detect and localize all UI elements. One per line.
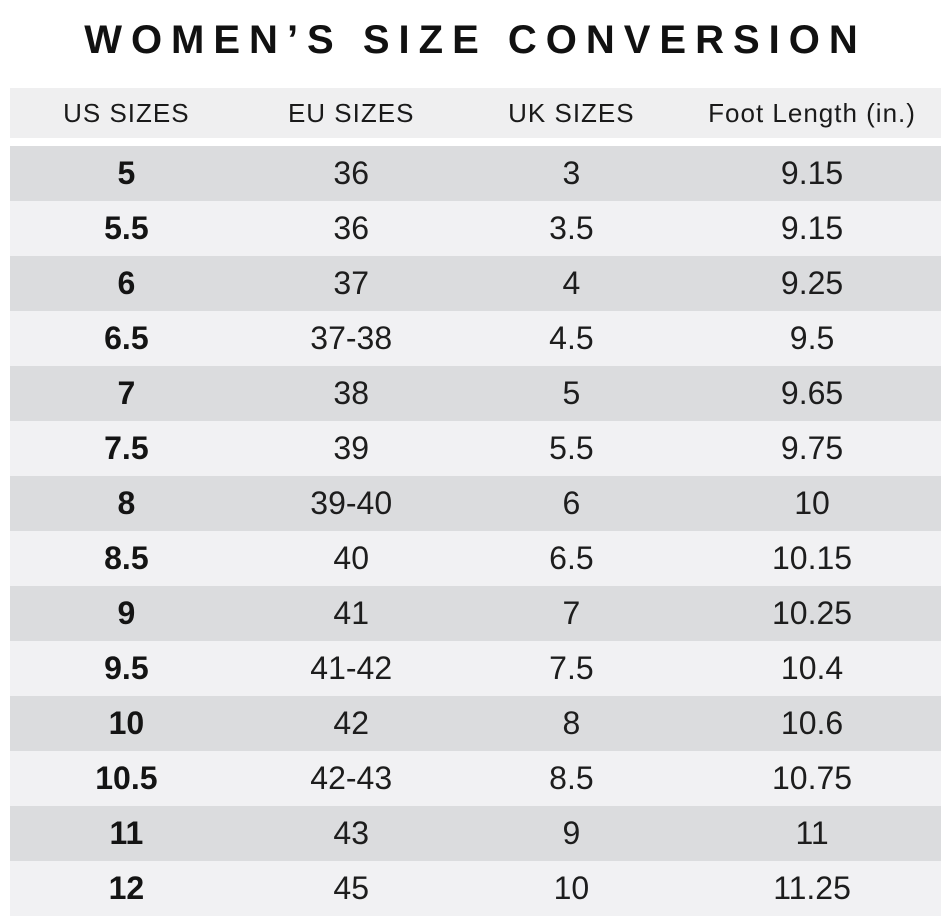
cell-foot-length: 11.25 bbox=[773, 870, 851, 906]
table-row: 9 41 7 10.25 bbox=[10, 586, 941, 641]
cell-eu-size: 42-43 bbox=[310, 760, 393, 796]
size-conversion-table: US SIZES EU SIZES UK SIZES Foot Length (… bbox=[10, 88, 941, 916]
cell-us-size: 9 bbox=[117, 595, 136, 631]
cell-foot-length: 9.25 bbox=[780, 265, 844, 301]
cell-eu-size: 42 bbox=[333, 705, 369, 741]
cell-us-size: 5 bbox=[117, 155, 136, 191]
cell-us-size: 10.5 bbox=[95, 760, 158, 796]
cell-eu-size: 37 bbox=[333, 265, 369, 301]
table-row: 10.5 42-43 8.5 10.75 bbox=[10, 751, 941, 806]
cell-us-size: 8.5 bbox=[104, 540, 149, 576]
table-row: 6.5 37-38 4.5 9.5 bbox=[10, 311, 941, 366]
cell-foot-length: 10.75 bbox=[772, 760, 853, 796]
cell-eu-size: 39-40 bbox=[310, 485, 393, 521]
table-row: 8 39-40 6 10 bbox=[10, 476, 941, 531]
cell-uk-size: 4 bbox=[562, 265, 581, 301]
cell-us-size: 5.5 bbox=[104, 210, 149, 246]
cell-eu-size: 41-42 bbox=[310, 650, 393, 686]
cell-eu-size: 40 bbox=[333, 540, 369, 576]
cell-eu-size: 36 bbox=[333, 210, 369, 246]
cell-uk-size: 5.5 bbox=[549, 430, 594, 466]
cell-us-size: 10 bbox=[108, 705, 145, 741]
column-header-eu-sizes: EU SIZES bbox=[287, 97, 415, 128]
cell-us-size: 7.5 bbox=[104, 430, 149, 466]
table-row: 9.5 41-42 7.5 10.4 bbox=[10, 641, 941, 696]
cell-eu-size: 43 bbox=[333, 815, 369, 851]
table-header-row: US SIZES EU SIZES UK SIZES Foot Length (… bbox=[10, 88, 941, 138]
table-row: 12 45 10 11.25 bbox=[10, 861, 941, 916]
cell-us-size: 6 bbox=[117, 265, 136, 301]
cell-uk-size: 10 bbox=[553, 870, 590, 906]
table-row: 5 36 3 9.15 bbox=[10, 146, 941, 201]
column-header-us-sizes: US SIZES bbox=[63, 97, 190, 128]
cell-uk-size: 9 bbox=[562, 815, 581, 851]
cell-uk-size: 3 bbox=[562, 155, 581, 191]
cell-eu-size: 38 bbox=[333, 375, 369, 411]
cell-us-size: 12 bbox=[108, 870, 145, 906]
cell-uk-size: 5 bbox=[562, 375, 581, 411]
cell-eu-size: 36 bbox=[333, 155, 369, 191]
cell-foot-length: 9.75 bbox=[780, 430, 844, 466]
table-row: 10 42 8 10.6 bbox=[10, 696, 941, 751]
cell-us-size: 7 bbox=[117, 375, 136, 411]
cell-uk-size: 6.5 bbox=[549, 540, 594, 576]
cell-us-size: 6.5 bbox=[104, 320, 149, 356]
cell-uk-size: 7 bbox=[562, 595, 581, 631]
page-title: WOMEN’S SIZE CONVERSION bbox=[84, 18, 867, 62]
cell-eu-size: 45 bbox=[333, 870, 369, 906]
cell-eu-size: 41 bbox=[333, 595, 369, 631]
table-row: 7.5 39 5.5 9.75 bbox=[10, 421, 941, 476]
table-row: 7 38 5 9.65 bbox=[10, 366, 941, 421]
cell-foot-length: 9.15 bbox=[780, 210, 844, 246]
table-body: 5 36 3 9.15 5.5 36 3.5 9.15 6 37 4 9.25 6.5 37-38 4.5 9… bbox=[10, 146, 941, 916]
cell-foot-length: 9.65 bbox=[780, 375, 844, 411]
table-row: 11 43 9 11 bbox=[10, 806, 941, 861]
cell-us-size: 11 bbox=[109, 815, 144, 851]
column-header-foot-length: Foot Length (in.) bbox=[708, 97, 916, 128]
cell-foot-length: 10.4 bbox=[780, 650, 844, 686]
cell-uk-size: 8 bbox=[562, 705, 581, 741]
cell-uk-size: 4.5 bbox=[549, 320, 594, 356]
table-row: 6 37 4 9.25 bbox=[10, 256, 941, 311]
cell-foot-length: 10.25 bbox=[772, 595, 853, 631]
cell-uk-size: 6 bbox=[562, 485, 581, 521]
cell-uk-size: 3.5 bbox=[549, 210, 594, 246]
cell-us-size: 8 bbox=[117, 485, 136, 521]
cell-foot-length: 9.15 bbox=[780, 155, 844, 191]
cell-foot-length: 11 bbox=[795, 815, 829, 851]
cell-eu-size: 37-38 bbox=[310, 320, 393, 356]
cell-foot-length: 9.5 bbox=[789, 320, 835, 356]
table-row: 8.5 40 6.5 10.15 bbox=[10, 531, 941, 586]
cell-uk-size: 7.5 bbox=[549, 650, 594, 686]
cell-foot-length: 10 bbox=[794, 485, 830, 521]
cell-eu-size: 39 bbox=[333, 430, 369, 466]
cell-us-size: 9.5 bbox=[104, 650, 149, 686]
cell-foot-length: 10.15 bbox=[772, 540, 853, 576]
table-row: 5.5 36 3.5 9.15 bbox=[10, 201, 941, 256]
cell-uk-size: 8.5 bbox=[549, 760, 594, 796]
column-header-uk-sizes: UK SIZES bbox=[508, 97, 635, 128]
cell-foot-length: 10.6 bbox=[780, 705, 844, 741]
